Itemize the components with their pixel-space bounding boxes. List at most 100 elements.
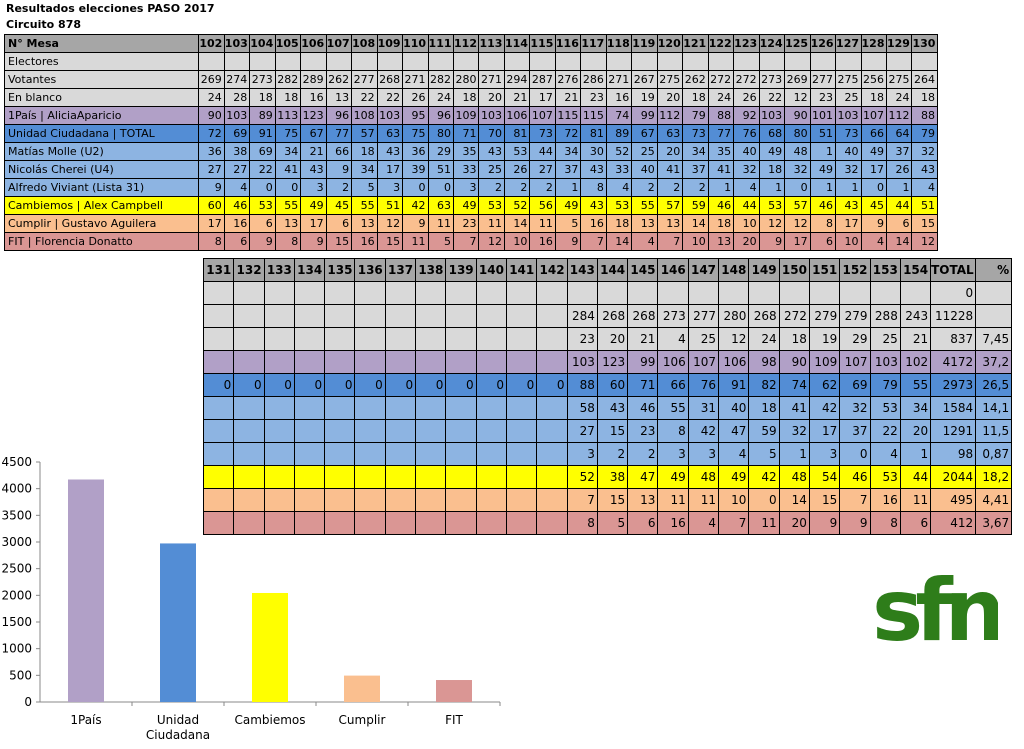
- table-cell: [415, 304, 447, 328]
- page-title: Resultados elecciones PASO 2017: [6, 2, 215, 15]
- table-cell: [402, 52, 429, 71]
- table-row: 58 43 46 55 31 40 18 41 42 32 53 34 1584 14,1: [202, 396, 1013, 420]
- bar: [252, 592, 288, 702]
- table-cell: 0: [860, 178, 887, 197]
- table-row: FIT | Florencia Donatto 8 6 9 8 9 15 16 15 11 5 7 12…: [3, 232, 938, 251]
- table-cell: 4172: [930, 350, 977, 374]
- table-cell: [809, 52, 837, 71]
- table-cell: 3: [300, 178, 327, 197]
- table-cell: 75: [274, 124, 302, 143]
- header-cell: 153: [869, 258, 901, 282]
- header-cell: 114: [503, 34, 531, 53]
- table-cell: 264: [911, 70, 938, 89]
- table-cell: 57: [351, 124, 378, 143]
- table-cell: 123: [300, 106, 327, 125]
- table-cell: 11: [427, 214, 455, 233]
- header-cell: 140: [475, 258, 507, 282]
- table-cell: 4: [605, 178, 633, 197]
- table-cell: [293, 281, 326, 305]
- table-cell: 1584: [930, 396, 977, 420]
- table-cell: 17: [808, 419, 841, 443]
- table-cell: [445, 396, 477, 420]
- table-cell: 11: [478, 214, 505, 233]
- table-cell: 5: [554, 214, 582, 233]
- table-cell: 277: [809, 70, 837, 89]
- table-cell: 55: [351, 196, 378, 215]
- table-cell: [536, 419, 568, 443]
- header-cell: 154: [899, 258, 932, 282]
- table-cell: 30: [580, 142, 607, 161]
- y-tick-label: 2000: [1, 588, 32, 602]
- table-row: Cumplir | Gustavo Aguilera 17 16 6 13 17 6 13 12…: [3, 214, 938, 233]
- table-cell: 46: [223, 196, 251, 215]
- table-cell: [263, 396, 295, 420]
- header-cell: 152: [839, 258, 871, 282]
- table-cell: [580, 52, 607, 71]
- header-cell: 128: [860, 34, 887, 53]
- x-tick-label: Unidad: [157, 713, 199, 727]
- table-cell: 43: [911, 160, 938, 179]
- header-cell: 121: [682, 34, 709, 53]
- table-cell: [748, 281, 780, 305]
- table-cell: 43: [580, 196, 607, 215]
- table-cell: 282: [427, 70, 455, 89]
- table-cell: 269: [198, 70, 225, 89]
- table-cell: 109: [453, 106, 480, 125]
- table-cell: 43: [376, 142, 404, 161]
- table-cell: [687, 281, 720, 305]
- header-cell: 102: [198, 34, 225, 53]
- table-cell: [682, 52, 709, 71]
- table-row: Unidad Ciudadana | TOTAL 72 69 91 75 67 77 57 63…: [3, 124, 938, 143]
- table-cell: [445, 327, 477, 351]
- table-cell: 79: [869, 373, 901, 397]
- table-cell: [263, 419, 295, 443]
- table-cell: 10: [733, 214, 760, 233]
- table-cell: 48: [778, 465, 810, 489]
- table-cell: [445, 511, 477, 535]
- table-cell: [808, 281, 841, 305]
- table-cell: 60: [198, 196, 225, 215]
- table-cell: 1: [885, 178, 913, 197]
- table-cell: 12: [478, 232, 505, 251]
- table-cell: 90: [778, 350, 810, 374]
- table-cell: 51: [376, 196, 404, 215]
- table-cell: 6: [223, 232, 251, 251]
- table-cell: 57: [784, 196, 811, 215]
- table-cell: 123: [596, 350, 629, 374]
- table-cell: 18: [707, 214, 735, 233]
- row-label: En blanco: [3, 88, 200, 107]
- table-cell: 63: [427, 196, 455, 215]
- table-cell: 9: [249, 232, 276, 251]
- table-cell: 112: [885, 106, 913, 125]
- table-cell: [202, 304, 235, 328]
- table-cell: 74: [605, 106, 633, 125]
- table-cell: 49: [300, 196, 327, 215]
- table-cell: 53: [478, 196, 505, 215]
- table-cell: 10: [503, 232, 531, 251]
- table-cell: 0: [748, 488, 780, 512]
- table-cell: [324, 350, 356, 374]
- table-cell: 55: [899, 373, 932, 397]
- table-cell: 6: [325, 214, 353, 233]
- table-cell: 1: [809, 178, 837, 197]
- table-cell: 29: [427, 142, 455, 161]
- table-cell: 0: [384, 373, 417, 397]
- table-cell: 282: [274, 70, 302, 89]
- table-cell: 66: [860, 124, 887, 143]
- table-cell: 1291: [930, 419, 977, 443]
- table-cell: 20: [656, 88, 684, 107]
- table-cell: 7: [656, 232, 684, 251]
- bar: [344, 675, 380, 702]
- table-cell: 19: [808, 327, 841, 351]
- table-row: Cambiemos | Alex Campbell 60 46 53 55 49 45 55 5…: [3, 196, 938, 215]
- table-cell: 21: [554, 88, 582, 107]
- table-cell: [475, 465, 507, 489]
- table-cell: [324, 465, 356, 489]
- table-cell: 73: [682, 124, 709, 143]
- table-cell: 52: [566, 465, 598, 489]
- table-cell: [415, 465, 447, 489]
- y-tick-label: 4000: [1, 482, 32, 496]
- table-cell: 256: [860, 70, 887, 89]
- table-cell: 42: [402, 196, 429, 215]
- table-cell: [274, 52, 302, 71]
